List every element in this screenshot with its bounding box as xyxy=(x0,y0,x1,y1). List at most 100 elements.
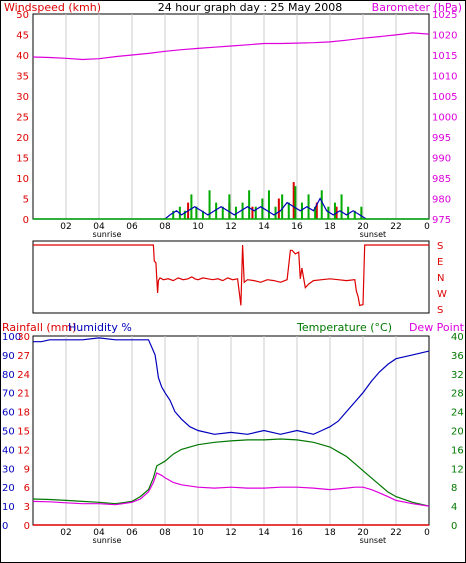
humidity-tick-label: 0 xyxy=(2,521,8,532)
windspeed-tick-label: 40 xyxy=(16,51,29,62)
barometer-tick-label: 995 xyxy=(432,133,451,144)
barometer-tick-label: 1000 xyxy=(432,113,457,124)
x-tick-label: 10 xyxy=(192,222,204,232)
x-tick-label: 04 xyxy=(93,528,105,538)
gust-bar xyxy=(274,206,277,219)
temperature-tick-label: 12 xyxy=(451,464,464,475)
temperature-tick-label: 0 xyxy=(451,521,457,532)
rainfall-tick-label: 18 xyxy=(17,408,30,419)
gust-bar xyxy=(360,206,363,219)
windspeed-axis-label: Windspeed (kmh) xyxy=(4,1,101,14)
rainfall-axis-label: Rainfall (mm) xyxy=(2,321,76,334)
barometer-tick-label: 985 xyxy=(432,174,451,185)
x-tick-label: 18 xyxy=(324,528,336,538)
humidity-tick-label: 30 xyxy=(2,464,15,475)
dewpoint-axis-label: Dew Point xyxy=(409,321,465,334)
gust-bar xyxy=(333,202,336,219)
gust-bar xyxy=(234,206,237,219)
humidity-line xyxy=(33,337,430,435)
x-tick-label: 14 xyxy=(258,528,270,538)
gust-bar xyxy=(294,186,297,219)
x-tick-label: 0 xyxy=(424,528,430,538)
humidity-tick-label: 50 xyxy=(2,427,15,438)
rainfall-tick-label: 6 xyxy=(24,483,30,494)
x-tick-label: 20 xyxy=(357,528,369,538)
temperature-tick-label: 40 xyxy=(451,332,464,343)
humidity-axis-label: Humidity % xyxy=(68,321,132,334)
x-tick-label: 22 xyxy=(390,222,401,232)
windspeed-tick-label: 30 xyxy=(16,92,29,103)
humidity-tick-label: 90 xyxy=(2,351,15,362)
temperature-axis-label: Temperature (°C) xyxy=(296,321,392,334)
windspeed-tick-label: 20 xyxy=(16,133,29,144)
gust-bar xyxy=(195,206,198,219)
barometer-tick-label: 1005 xyxy=(432,92,457,103)
direction-label: S xyxy=(437,305,443,316)
temperature-tick-label: 8 xyxy=(451,483,457,494)
gust-bar xyxy=(241,202,244,219)
x-tick-label: 12 xyxy=(225,528,236,538)
temperature-tick-label: 36 xyxy=(451,351,464,362)
direction-label: N xyxy=(437,273,444,284)
x-tick-label: 06 xyxy=(126,222,138,232)
temperature-tick-label: 32 xyxy=(451,370,464,381)
gust-bar xyxy=(267,190,270,219)
x-tick-label: 16 xyxy=(291,528,303,538)
x-tick-label: 08 xyxy=(159,528,171,538)
x-tick-label: 16 xyxy=(291,222,303,232)
temperature-line xyxy=(32,438,430,507)
direction-label: W xyxy=(437,289,447,300)
sunset-label: sunset xyxy=(360,536,387,545)
gust-bar xyxy=(261,198,264,219)
rainfall-tick-label: 3 xyxy=(24,502,30,513)
rainfall-tick-label: 0 xyxy=(24,521,30,532)
windspeed-bar xyxy=(292,182,295,219)
dewpoint-line xyxy=(32,472,430,507)
barometer-axis-label: Barometer (hPa) xyxy=(372,1,462,14)
plot-area xyxy=(32,240,430,314)
gust-bar xyxy=(248,190,251,219)
gust-bar xyxy=(254,206,257,219)
barometer-tick-label: 990 xyxy=(432,154,451,165)
x-tick-label: 02 xyxy=(60,222,71,232)
gust-bar xyxy=(208,190,211,219)
direction-label: S xyxy=(437,241,443,252)
rainfall-tick-label: 24 xyxy=(17,370,30,381)
gust-bar xyxy=(190,194,193,219)
temperature-tick-label: 24 xyxy=(451,408,464,419)
humidity-tick-label: 80 xyxy=(2,370,15,381)
rainfall-tick-label: 15 xyxy=(17,427,30,438)
humidity-tick-label: 10 xyxy=(2,502,15,513)
humidity-tick-label: 40 xyxy=(2,445,15,456)
barometer-tick-label: 1020 xyxy=(432,31,457,42)
rainfall-tick-label: 27 xyxy=(17,351,30,362)
windspeed-tick-label: 35 xyxy=(16,72,29,83)
rainfall-tick-label: 21 xyxy=(17,389,30,400)
gust-bar xyxy=(287,202,290,219)
windspeed-tick-label: 0 xyxy=(23,215,29,226)
x-tick-label: 0 xyxy=(424,222,430,232)
gust-bar xyxy=(228,194,231,219)
gust-bar xyxy=(281,194,284,219)
temperature-tick-label: 20 xyxy=(451,427,464,438)
gust-bar xyxy=(300,202,303,219)
windspeed-tick-label: 25 xyxy=(16,113,29,124)
gust-bar xyxy=(307,194,310,219)
chart-title: 24 hour graph day : 25 May 2008 xyxy=(158,1,343,14)
gust-bar xyxy=(314,206,317,219)
temperature-tick-label: 4 xyxy=(451,502,457,513)
sunrise-label: sunrise xyxy=(93,230,122,239)
x-tick-label: 14 xyxy=(258,222,270,232)
x-tick-label: 12 xyxy=(225,222,236,232)
windspeed-bar xyxy=(277,198,280,219)
windspeed-tick-label: 15 xyxy=(16,154,29,165)
humidity-tick-label: 70 xyxy=(2,389,15,400)
x-tick-label: 20 xyxy=(357,222,369,232)
humidity-tick-label: 100 xyxy=(2,332,21,343)
x-tick-label: 22 xyxy=(390,528,401,538)
wind-direction-line xyxy=(33,244,429,307)
x-tick-label: 04 xyxy=(93,222,105,232)
